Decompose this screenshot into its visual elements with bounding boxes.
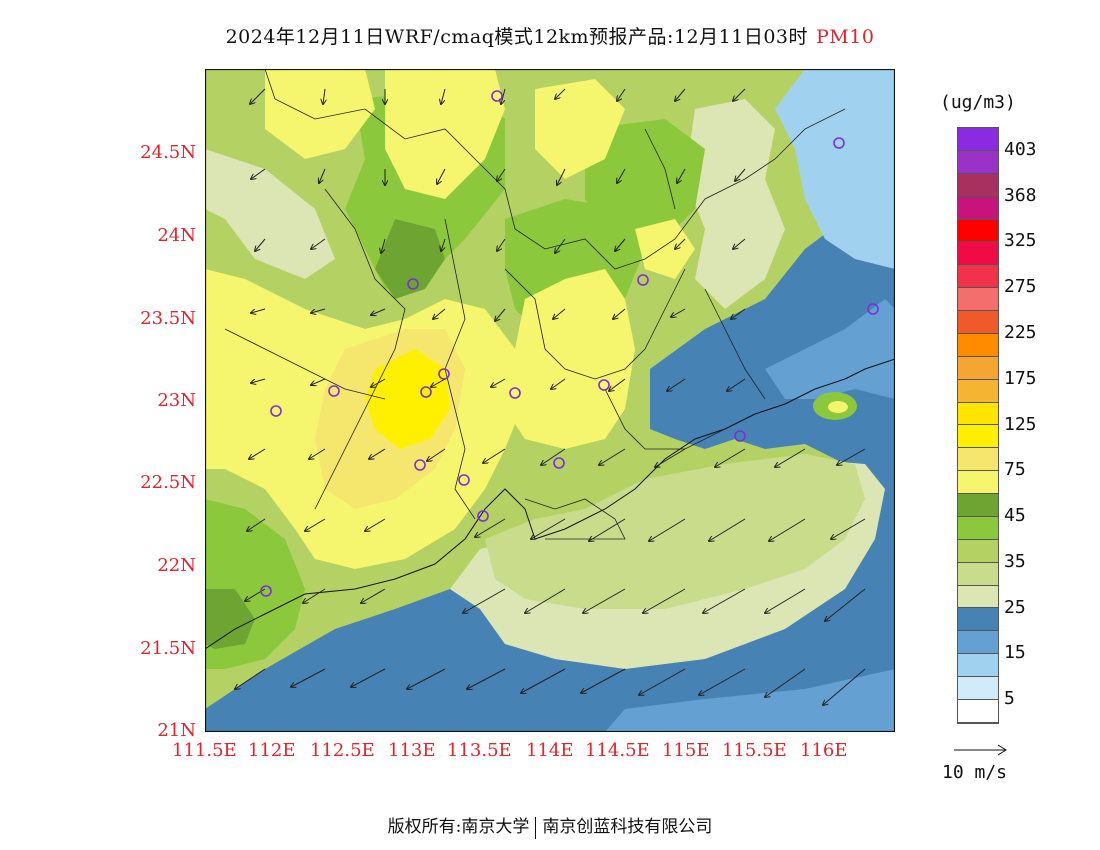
- y-tick-label: 22.5N: [140, 472, 196, 493]
- legend-swatch: [958, 288, 998, 311]
- title-text: 2024年12月11日WRF/cmaq模式12km预报产品:12月11日03时: [225, 26, 808, 48]
- legend-label: 35: [1004, 550, 1026, 572]
- legend-label: 175: [1004, 367, 1037, 389]
- land-yellow-north-west: [265, 69, 375, 159]
- legend-label: 275: [1004, 276, 1037, 298]
- y-tick-label: 21N: [157, 720, 196, 741]
- legend-swatch: [958, 677, 998, 700]
- y-tick-label: 23N: [157, 390, 196, 411]
- sea-mid-blue-bottom: [605, 669, 895, 732]
- chart-title: 2024年12月11日WRF/cmaq模式12km预报产品:12月11日03时 P…: [0, 22, 1100, 49]
- land-yellow-north-east: [535, 79, 625, 179]
- legend-swatch: [958, 699, 998, 723]
- y-tick-label: 22N: [157, 555, 196, 576]
- legend-swatch: [958, 471, 998, 494]
- y-tick-label: 23.5N: [140, 308, 196, 329]
- x-tick-label: 114.5E: [585, 740, 650, 761]
- legend-swatch: [958, 585, 998, 609]
- x-tick-label: 112E: [248, 740, 296, 761]
- legend-label: 225: [1004, 321, 1037, 343]
- sea-mid-blue-nearshore: [765, 299, 895, 399]
- land-pale-nw: [205, 149, 335, 279]
- legend-label: 403: [1004, 138, 1037, 160]
- admin-boundaries: [224, 69, 846, 540]
- legend-swatch: [958, 333, 998, 357]
- wind-reference-label: 10 m/s: [942, 762, 1008, 783]
- legend-swatch: [958, 631, 998, 655]
- legend-swatch: [958, 562, 998, 586]
- copyright-right: 南京创蓝科技有限公司: [542, 817, 713, 837]
- legend-swatch: [958, 356, 998, 380]
- y-tick-label: 24N: [157, 225, 196, 246]
- x-tick-label: 116E: [800, 740, 848, 761]
- wind-reference-arrow: [954, 744, 1007, 756]
- x-tick-label: 113.5E: [447, 740, 512, 761]
- land-yellow-east: [505, 269, 635, 449]
- legend-swatch: [958, 242, 998, 266]
- legend-swatch: [958, 425, 998, 449]
- land-yellow-north: [385, 69, 505, 199]
- hotspot-east-coast-core: [828, 401, 848, 413]
- legend-swatch: [958, 448, 998, 472]
- legend-label: 45: [1004, 505, 1026, 527]
- wind-vectors: [235, 88, 866, 705]
- legend-label: 368: [1004, 184, 1037, 206]
- concentration-map: [205, 69, 895, 732]
- sea-light-blue: [775, 69, 895, 269]
- land-darkgreen-sw: [205, 589, 255, 649]
- x-tick-label: 111.5E: [172, 740, 237, 761]
- legend-label: 15: [1004, 642, 1026, 664]
- legend-label: 25: [1004, 596, 1026, 618]
- legend-swatch: [958, 516, 998, 540]
- legend-swatch: [958, 196, 998, 220]
- coastline: [205, 358, 895, 650]
- legend-swatch: [958, 379, 998, 403]
- land-pale-ne: [685, 99, 785, 309]
- legend-swatch: [958, 654, 998, 677]
- legend-label: 75: [1004, 459, 1026, 481]
- legend-swatch: [958, 128, 998, 151]
- x-tick-label: 115.5E: [722, 740, 787, 761]
- pollutant-label: PM10: [816, 26, 875, 48]
- legend-swatch: [958, 173, 998, 197]
- legend-unit: (ug/m3): [940, 92, 1016, 113]
- sea-blue: [205, 209, 895, 732]
- legend-swatch: [958, 494, 998, 517]
- legend-swatch: [958, 265, 998, 289]
- x-tick-label: 115E: [662, 740, 710, 761]
- legend-swatch: [958, 219, 998, 243]
- land-darkgreen-ring: [375, 219, 445, 299]
- legend-swatch: [958, 311, 998, 334]
- x-tick-label: 114E: [526, 740, 574, 761]
- x-tick-label: 112.5E: [310, 740, 375, 761]
- y-tick-label: 21.5N: [140, 638, 196, 659]
- legend-swatch: [958, 150, 998, 174]
- color-legend: [957, 127, 999, 724]
- legend-label: 325: [1004, 230, 1037, 252]
- monitoring-stations: [260, 90, 879, 597]
- y-tick-label: 24.5N: [140, 142, 196, 163]
- x-tick-label: 113E: [388, 740, 436, 761]
- copyright-left: 版权所有:南京大学: [387, 817, 530, 837]
- land-gold-core: [365, 349, 450, 449]
- copyright-footer: 版权所有:南京大学 南京创蓝科技有限公司: [0, 812, 1100, 839]
- footer-divider: [535, 816, 537, 839]
- land-green-east: [585, 119, 705, 249]
- land-yellow-small: [635, 219, 695, 279]
- legend-swatch: [958, 402, 998, 426]
- legend-swatch: [958, 608, 998, 632]
- legend-label: 5: [1004, 688, 1015, 710]
- offshore-green: [485, 454, 865, 609]
- legend-swatch: [958, 539, 998, 563]
- legend-label: 125: [1004, 413, 1037, 435]
